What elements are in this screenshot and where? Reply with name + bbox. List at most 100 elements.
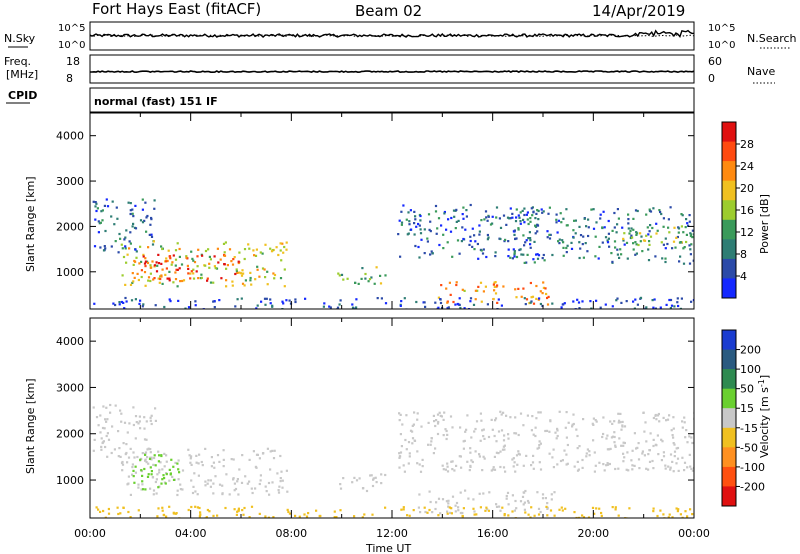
echo-cell	[142, 488, 145, 491]
echo-cell	[402, 508, 405, 511]
echo-cell	[523, 508, 526, 511]
echo-cell	[414, 244, 417, 248]
echo-cell	[97, 508, 100, 511]
echo-cell	[604, 303, 607, 306]
echo-cell	[564, 426, 567, 429]
echo-cell	[372, 477, 375, 480]
colorbar-segment	[722, 466, 736, 487]
echo-cell	[507, 433, 510, 436]
echo-cell	[92, 406, 95, 409]
echo-cell	[550, 498, 553, 501]
echo-cell	[645, 306, 648, 309]
colorbar-tick-label: 4	[740, 270, 747, 283]
echo-cell	[587, 226, 590, 229]
echo-cell	[539, 411, 542, 414]
echo-cell	[613, 420, 616, 423]
echo-cell	[672, 442, 675, 445]
echo-cell	[163, 477, 166, 480]
echo-cell	[654, 307, 657, 309]
echo-cell	[621, 420, 624, 423]
echo-cell	[594, 255, 597, 258]
echo-cell	[282, 251, 285, 254]
echo-cell	[443, 210, 446, 214]
echo-cell	[454, 510, 457, 513]
echo-cell	[234, 305, 237, 308]
echo-cell	[398, 412, 401, 415]
echo-cell	[582, 516, 586, 518]
echo-cell	[375, 266, 378, 269]
echo-cell	[542, 210, 545, 213]
echo-cell	[398, 466, 401, 469]
echo-cell	[623, 425, 627, 428]
echo-cell	[149, 448, 152, 451]
echo-cell	[515, 507, 518, 510]
echo-cell	[153, 199, 156, 202]
echo-cell	[534, 217, 537, 220]
date-label: 14/Apr/2019	[592, 2, 685, 20]
echo-cell	[405, 414, 408, 417]
echo-cell	[125, 229, 128, 232]
echo-cell	[515, 237, 518, 240]
cpid-label: CPID	[8, 89, 37, 102]
echo-cell	[294, 300, 297, 304]
echo-cell	[670, 304, 674, 307]
echo-cell	[459, 426, 462, 429]
echo-cell	[252, 249, 255, 252]
echo-cell	[601, 226, 604, 229]
echo-cell	[139, 219, 143, 222]
echo-cell	[150, 422, 153, 426]
echo-cell	[562, 217, 565, 220]
echo-cell	[133, 456, 136, 459]
echo-cell	[145, 461, 148, 464]
ytick-label: 3000	[56, 175, 84, 188]
echo-cell	[187, 267, 190, 270]
echo-cell	[660, 241, 663, 244]
echo-cell	[607, 237, 610, 240]
echo-cell	[588, 450, 591, 453]
echo-cell	[185, 255, 188, 258]
echo-cell	[288, 299, 291, 302]
echo-cell	[588, 454, 591, 457]
echo-cell	[250, 487, 253, 490]
echo-cell	[165, 460, 168, 463]
echo-cell	[507, 503, 510, 506]
echo-cell	[617, 467, 620, 470]
echo-cell	[513, 432, 516, 435]
echo-cell	[636, 446, 639, 449]
echo-cell	[576, 460, 579, 463]
echo-cell	[150, 414, 153, 417]
echo-cell	[125, 443, 128, 446]
echo-cell	[339, 299, 342, 302]
echo-cell	[677, 469, 680, 472]
echo-cell	[423, 228, 426, 231]
echo-cell	[193, 472, 196, 475]
echo-cell	[209, 485, 212, 488]
echo-cell	[625, 241, 629, 244]
echo-cell	[399, 413, 402, 416]
echo-cell	[645, 234, 648, 237]
echo-cell	[152, 489, 156, 492]
echo-cell	[636, 303, 639, 306]
echo-cell	[438, 243, 441, 247]
echo-cell	[364, 277, 367, 280]
echo-cell	[102, 405, 105, 408]
echo-cell	[486, 233, 489, 237]
echo-cell	[681, 420, 684, 423]
echo-cell	[120, 243, 123, 246]
echo-cell	[479, 281, 483, 284]
echo-cell	[679, 513, 682, 516]
echo-cell	[502, 411, 505, 414]
echo-cell	[449, 511, 452, 514]
echo-cell	[679, 307, 682, 309]
echo-cell	[93, 245, 97, 248]
echo-cell	[668, 298, 671, 302]
echo-cell	[433, 420, 436, 423]
echo-cell	[454, 504, 457, 507]
echo-cell	[128, 240, 131, 243]
colorbar-segment	[722, 239, 736, 260]
echo-cell	[445, 437, 448, 441]
echo-cell	[690, 467, 693, 470]
echo-cell	[418, 256, 421, 259]
echo-cell	[558, 242, 561, 245]
echo-cell	[196, 265, 199, 268]
